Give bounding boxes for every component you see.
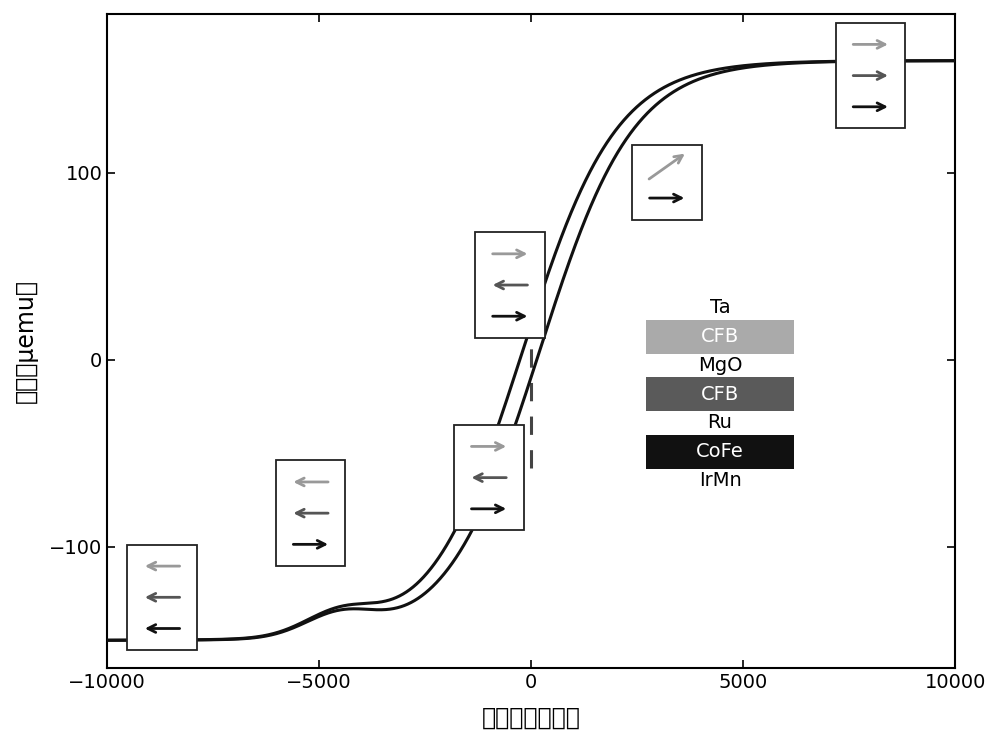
Text: Ru: Ru [708,414,732,432]
Text: MgO: MgO [698,356,742,375]
Bar [646,319,794,353]
Bar [475,232,545,338]
Text: CFB: CFB [701,327,739,346]
Bar [127,545,197,650]
Bar [454,425,524,530]
Text: CFB: CFB [701,385,739,404]
Bar [836,23,905,128]
X-axis label: 磁场（奥斯特）: 磁场（奥斯特） [482,706,581,730]
Bar [646,377,794,411]
Bar [632,144,702,219]
Text: CoFe: CoFe [696,442,744,461]
Bar [646,434,794,469]
Y-axis label: 磁矩（μemu）: 磁矩（μemu） [14,279,38,403]
Bar [276,461,345,566]
Text: IrMn: IrMn [699,471,741,490]
Text: Ta: Ta [710,298,730,317]
